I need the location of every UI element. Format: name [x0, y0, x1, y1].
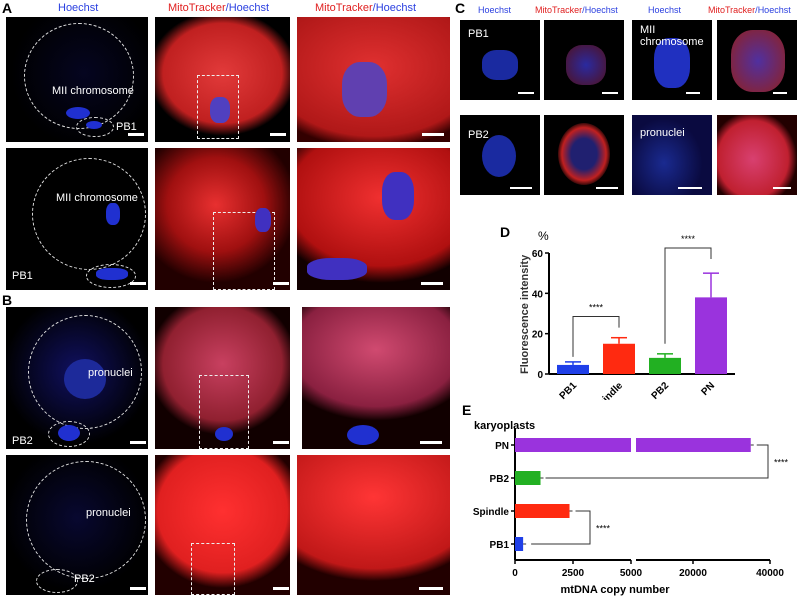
label-mii-chromosome: MII chromosome — [640, 24, 704, 48]
header-hoechst: Hoechst — [478, 5, 512, 15]
x-tick-label: PB2 — [650, 380, 672, 400]
x-tick-label: 2500 — [562, 568, 585, 579]
micrograph-c-pb1-merge — [544, 20, 624, 100]
significance-label: **** — [774, 458, 789, 468]
bar-spindle — [603, 343, 635, 374]
label-pb1: PB1 — [116, 121, 137, 133]
y-tick-label: PN — [495, 441, 509, 452]
significance-label: **** — [681, 234, 696, 244]
header-hoechst: Hoechst — [648, 5, 682, 15]
header-mito-hoechst: MitoTracker/Hoechst — [535, 5, 618, 15]
label-mii-chromosome: MII chromosome — [52, 85, 134, 97]
x-tick-label: 0 — [512, 568, 518, 579]
micrograph-a2-zoom — [297, 148, 450, 290]
micrograph-a2-hoechst: MII chromosome PB1 — [6, 148, 148, 290]
micrograph-a1-zoom — [297, 17, 450, 142]
label-pronuclei: pronuclei — [86, 507, 131, 519]
bar-pb2 — [515, 471, 541, 485]
significance-bracket — [531, 510, 591, 545]
micrograph-c-pb2-hoechst: PB2 — [460, 115, 540, 195]
header-mito-hoechst: MitoTracker/Hoechst — [708, 5, 791, 15]
micrograph-b1-hoechst: pronuclei PB2 — [6, 307, 148, 449]
y-tick-label: 0 — [537, 370, 543, 381]
bar-pn — [515, 438, 631, 452]
y-tick-label: 40 — [532, 289, 544, 300]
panel-label-c: C — [455, 0, 466, 16]
y-tick-label: Spindle — [473, 507, 510, 518]
x-tick-label: 40000 — [756, 568, 784, 579]
y-tick-label: PB2 — [490, 474, 510, 485]
significance-bracket — [664, 247, 712, 344]
label-pb2: PB2 — [468, 129, 489, 141]
significance-label: **** — [596, 524, 611, 534]
micrograph-c-pb2-merge — [544, 115, 624, 195]
micrograph-b1-merge — [155, 307, 290, 449]
bar-spindle — [515, 504, 570, 518]
x-tick-label: 5000 — [620, 568, 643, 579]
panel-label-a: A — [2, 0, 13, 16]
micrograph-c-pronuclei-hoechst: pronuclei — [632, 115, 712, 195]
bar-pb1 — [557, 364, 589, 374]
y-unit: % — [538, 229, 549, 243]
header-hoechst: Hoechst — [58, 2, 99, 14]
significance-bracket — [572, 316, 620, 357]
bar-pn — [695, 297, 727, 374]
micrograph-c-mii-hoechst: MII chromosome — [632, 20, 712, 100]
panel-label-b: B — [2, 292, 13, 308]
label-pb1: PB1 — [12, 270, 33, 282]
x-tick-label: PN — [700, 380, 718, 398]
chart-d: D % Fluorescence intensity 0 20 40 60 PB1 Spi… — [500, 224, 735, 400]
micrograph-a2-merge — [155, 148, 290, 290]
label-mii-chromosome: MII chromosome — [56, 192, 138, 204]
label-pb2: PB2 — [12, 435, 33, 447]
panel-label-d: D — [500, 224, 510, 240]
label-pb1: PB1 — [468, 28, 489, 40]
bar-pb2 — [649, 357, 681, 374]
micrograph-b1-zoom — [302, 307, 450, 449]
label-pronuclei: pronuclei — [640, 127, 685, 139]
chart-e: E karyoplasts mtDNA copy number 0 2500 500… — [462, 402, 789, 596]
y-axis-label: Fluorescence intensity — [519, 254, 531, 374]
micrograph-b2-merge — [155, 455, 290, 595]
x-tick-label: Spindle — [592, 380, 626, 400]
micrograph-a1-hoechst: MII chromosome PB1 — [6, 17, 148, 142]
bar-pb1 — [515, 537, 524, 551]
panel-label-e: E — [462, 402, 471, 418]
micrograph-b2-zoom — [297, 455, 450, 595]
micrograph-c-mii-merge — [717, 20, 797, 100]
header-mito-hoechst: MitoTracker/Hoechst — [315, 2, 417, 14]
y-tick-label: 20 — [532, 330, 544, 341]
significance-bracket — [545, 444, 769, 479]
significance-label: **** — [589, 303, 604, 313]
micrograph-a1-merge — [155, 17, 290, 142]
x-tick-label: PB1 — [558, 380, 580, 400]
y-tick-label: PB1 — [490, 540, 510, 551]
chart-title: karyoplasts — [474, 420, 535, 432]
header-mito-hoechst: MitoTracker/Hoechst — [168, 2, 270, 14]
x-axis-label: mtDNA copy number — [561, 584, 671, 596]
micrograph-b2-hoechst: pronuclei PB2 — [6, 455, 148, 595]
x-tick-label: 20000 — [679, 568, 707, 579]
bar-pn — [636, 438, 751, 452]
label-pronuclei: pronuclei — [88, 367, 133, 379]
y-tick-label: 60 — [532, 249, 544, 260]
label-pb2: PB2 — [74, 573, 95, 585]
micrograph-c-pb1-hoechst: PB1 — [460, 20, 540, 100]
micrograph-c-pronuclei-merge — [717, 115, 797, 195]
